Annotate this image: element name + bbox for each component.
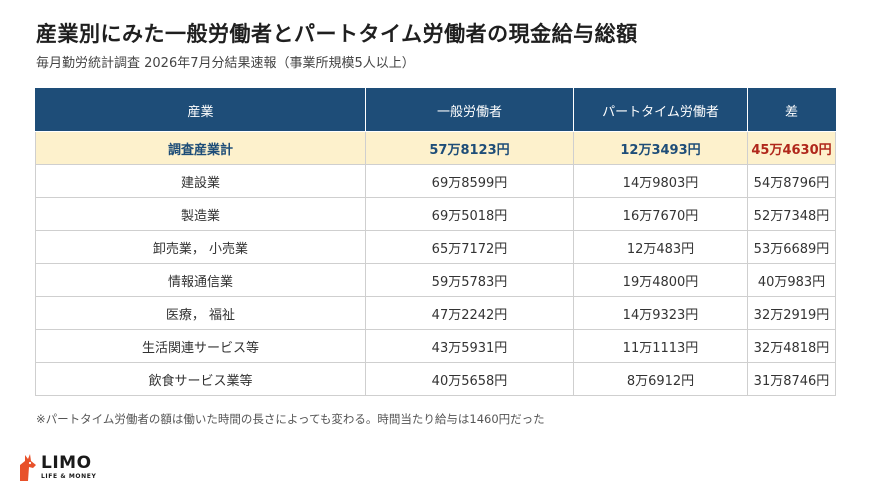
- cell-diff: 32万4818円: [747, 329, 836, 363]
- cell-parttime: 11万1113円: [573, 329, 748, 363]
- cell-parttime: 8万6912円: [573, 362, 748, 396]
- cell-regular: 59万5783円: [365, 263, 574, 297]
- page-title: 産業別にみた一般労働者とパートタイム労働者の現金給与総額: [36, 22, 638, 46]
- logo-tagline: LIFE & MONEY: [41, 472, 97, 480]
- column-header-parttime: パートタイム労働者: [573, 88, 748, 132]
- table-row: 情報通信業 59万5783円 19万4800円 40万983円: [35, 263, 836, 297]
- salary-table: 産業 一般労働者 パートタイム労働者 差 調査産業計 57万8123円 12万3…: [35, 88, 836, 396]
- page-subtitle: 毎月勤労統計調査 2026年7月分結果速報（事業所規模5人以上）: [36, 56, 415, 71]
- cell-parttime: 14万9323円: [573, 296, 748, 330]
- cell-industry: 情報通信業: [35, 263, 366, 297]
- cell-regular: 69万5018円: [365, 197, 574, 231]
- cell-industry: 生活関連サービス等: [35, 329, 366, 363]
- column-header-diff: 差: [747, 88, 836, 132]
- cell-industry: 医療， 福祉: [35, 296, 366, 330]
- cell-diff: 32万2919円: [747, 296, 836, 330]
- cell-regular: 65万7172円: [365, 230, 574, 264]
- cell-diff: 54万8796円: [747, 164, 836, 198]
- cell-diff: 45万4630円: [747, 131, 836, 165]
- table-row: 建設業 69万8599円 14万9803円 54万8796円: [35, 164, 836, 198]
- cell-industry: 製造業: [35, 197, 366, 231]
- table-row: 製造業 69万5018円 16万7670円 52万7348円: [35, 197, 836, 231]
- footnote: ※パートタイム労働者の額は働いた時間の長さによっても変わる。時間当たり給与は14…: [36, 412, 545, 426]
- cell-parttime: 12万483円: [573, 230, 748, 264]
- cell-industry: 卸売業， 小売業: [35, 230, 366, 264]
- cell-parttime: 16万7670円: [573, 197, 748, 231]
- column-header-regular: 一般労働者: [365, 88, 574, 132]
- table-row: 飲食サービス業等 40万5658円 8万6912円 31万8746円: [35, 362, 836, 396]
- cell-parttime: 12万3493円: [573, 131, 748, 165]
- cell-diff: 52万7348円: [747, 197, 836, 231]
- cell-diff: 40万983円: [747, 263, 836, 297]
- cell-diff: 31万8746円: [747, 362, 836, 396]
- limo-logo: LIMO LIFE & MONEY: [16, 452, 96, 482]
- table-header-row: 産業 一般労働者 パートタイム労働者 差: [35, 88, 836, 132]
- table-row-total: 調査産業計 57万8123円 12万3493円 45万4630円: [35, 131, 836, 165]
- cell-regular: 43万5931円: [365, 329, 574, 363]
- logo-name: LIMO: [41, 452, 92, 473]
- table-row: 医療， 福祉 47万2242円 14万9323円 32万2919円: [35, 296, 836, 330]
- cell-regular: 57万8123円: [365, 131, 574, 165]
- cell-regular: 47万2242円: [365, 296, 574, 330]
- cell-regular: 40万5658円: [365, 362, 574, 396]
- cell-diff: 53万6689円: [747, 230, 836, 264]
- cell-regular: 69万8599円: [365, 164, 574, 198]
- table-row: 卸売業， 小売業 65万7172円 12万483円 53万6689円: [35, 230, 836, 264]
- limo-mascot-icon: [20, 454, 36, 481]
- cell-industry: 飲食サービス業等: [35, 362, 366, 396]
- cell-industry: 建設業: [35, 164, 366, 198]
- column-header-industry: 産業: [35, 88, 366, 132]
- cell-parttime: 14万9803円: [573, 164, 748, 198]
- cell-industry: 調査産業計: [35, 131, 366, 165]
- cell-parttime: 19万4800円: [573, 263, 748, 297]
- table-row: 生活関連サービス等 43万5931円 11万1113円 32万4818円: [35, 329, 836, 363]
